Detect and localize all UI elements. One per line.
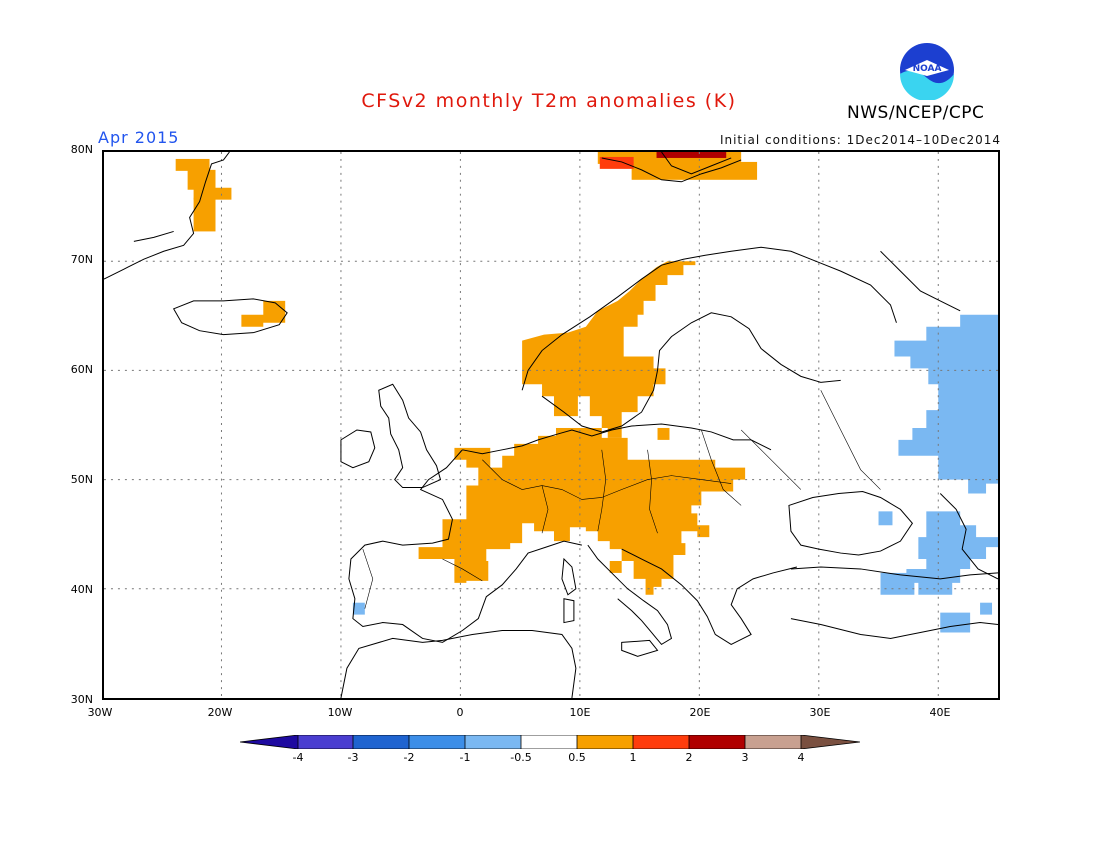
lon-label-40e: 40E	[929, 706, 951, 719]
anomaly-cell	[193, 197, 216, 232]
anomaly-cell	[609, 561, 622, 573]
colorbar-label: -0.5	[510, 751, 532, 764]
lon-label-20e: 20E	[689, 706, 711, 719]
colorbar-label: 3	[741, 751, 749, 764]
colorbar-segment	[240, 735, 298, 749]
cool-anomaly-cell	[894, 314, 998, 494]
anomaly-cell	[657, 427, 670, 440]
cool-anomaly-cell	[878, 511, 893, 526]
agency-label: NWS/NCEP/CPC	[847, 103, 985, 123]
anomaly-cell	[175, 158, 210, 171]
colorbar-label: -4	[292, 751, 304, 764]
colorbar-label: 1	[629, 751, 637, 764]
colorbar-label: -1	[459, 751, 471, 764]
borders	[362, 390, 881, 609]
lat-label-80: 80N	[70, 143, 93, 156]
lat-label-50: 50N	[70, 473, 93, 486]
colorbar-segment	[577, 735, 633, 749]
colorbar-label: 0.5	[568, 751, 586, 764]
colorbar-segment	[745, 735, 801, 749]
colorbar-segment	[521, 735, 577, 749]
colorbar-segment	[689, 735, 745, 749]
lon-label-10e: 10E	[569, 706, 591, 719]
anomaly-cell-strong	[656, 152, 727, 158]
lon-label-0: 0	[456, 706, 464, 719]
cool-anomaly-cell	[940, 612, 971, 633]
lon-label-30e: 30E	[809, 706, 831, 719]
colorbar-segment	[465, 735, 521, 749]
cool-anomaly-cell	[906, 511, 998, 595]
colorbar-segment	[298, 735, 353, 749]
cool-anomaly-cell	[880, 572, 915, 595]
warm-anomaly-regions	[175, 152, 758, 595]
cool-anomaly-cell	[352, 602, 365, 615]
lat-label-30: 30N	[70, 693, 93, 706]
anomaly-cell	[555, 427, 584, 440]
lat-label-70: 70N	[70, 253, 93, 266]
colorbar-label: 4	[797, 751, 805, 764]
chart-title: CFSv2 monthly T2m anomalies (K)	[361, 90, 737, 112]
colorbar-label: -2	[403, 751, 415, 764]
anomaly-cell	[454, 561, 489, 581]
lat-label-60: 60N	[70, 363, 93, 376]
lat-label-40: 40N	[70, 583, 93, 596]
initial-conditions: Initial conditions: 1Dec2014–10Dec2014	[719, 133, 1001, 147]
anomaly-cell	[193, 187, 232, 200]
lon-label-10w: 10W	[327, 706, 353, 719]
forecast-month: Apr 2015	[98, 128, 180, 147]
anomaly-cell	[241, 300, 286, 327]
colorbar-segment	[353, 735, 409, 749]
colorbar-segment	[633, 735, 689, 749]
anomaly-cell	[522, 261, 696, 428]
cool-anomaly-cell	[980, 602, 993, 615]
colorbar-segment	[409, 735, 465, 749]
anomaly-cell	[418, 427, 746, 595]
lon-label-20w: 20W	[207, 706, 233, 719]
anomaly-cell-hot	[599, 156, 634, 169]
logo-text: NOAA	[913, 64, 942, 74]
anomaly-map	[102, 150, 1000, 700]
graticule	[104, 152, 998, 698]
colorbar-segment	[801, 735, 860, 749]
cool-anomaly-regions	[352, 314, 998, 633]
colorbar	[240, 735, 860, 749]
colorbar-label: 2	[685, 751, 693, 764]
colorbar-label: -3	[347, 751, 359, 764]
coastlines	[104, 152, 998, 698]
noaa-logo-icon: NOAA	[898, 41, 956, 100]
lon-label-30w: 30W	[87, 706, 113, 719]
anomaly-cell	[607, 427, 622, 438]
anomaly-cell	[187, 169, 216, 190]
